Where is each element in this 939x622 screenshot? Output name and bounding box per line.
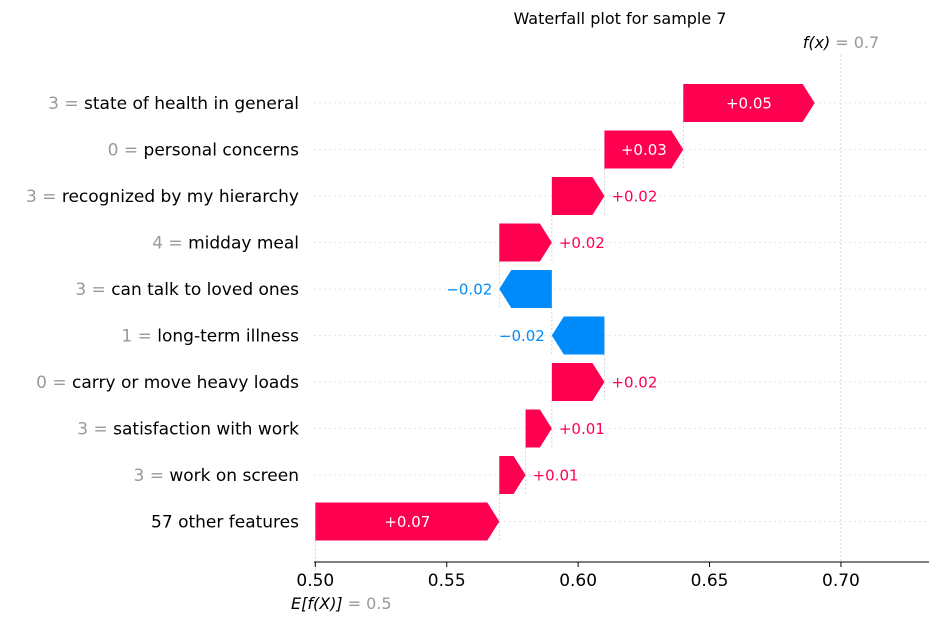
feature-name: personal concerns xyxy=(144,141,300,161)
positive-bar xyxy=(499,456,526,494)
base-value-label: E[f(X)] = 0.5 xyxy=(291,594,392,613)
bar-value-label: −0.02 xyxy=(499,327,545,345)
feature-label: 0 = personal concerns xyxy=(108,141,299,161)
feature-name: carry or move heavy loads xyxy=(72,373,299,393)
feature-label: 3 = state of health in general xyxy=(48,94,299,114)
feature-value: 3 = xyxy=(133,466,169,486)
efx-symbol: E[f(X)] xyxy=(291,594,343,613)
x-tick-label: 0.65 xyxy=(691,571,729,591)
positive-bar xyxy=(683,84,815,122)
feature-label: 3 = satisfaction with work xyxy=(77,420,299,440)
feature-value: 4 = xyxy=(152,234,188,254)
positive-bar xyxy=(604,130,684,169)
feature-label: 0 = carry or move heavy loads xyxy=(36,373,299,393)
negative-bar xyxy=(551,316,605,355)
x-tick-label: 0.55 xyxy=(428,571,466,591)
feature-name: satisfaction with work xyxy=(113,420,299,440)
feature-name: state of health in general xyxy=(84,94,299,114)
positive-bar xyxy=(551,363,605,401)
positive-bar xyxy=(499,223,552,262)
feature-name: midday meal xyxy=(188,234,299,254)
bar-value-label: +0.07 xyxy=(384,513,430,531)
feature-name: work on screen xyxy=(169,466,299,486)
bars: +0.05 +0.03 +0.02 +0.02 −0.02 −0.02 +0.02 +0.01… xyxy=(315,84,815,541)
bar-value-label: +0.05 xyxy=(726,95,772,113)
fx-label: f(x) = 0.7 xyxy=(803,33,880,52)
feature-label: 3 = can talk to loved ones xyxy=(75,280,299,300)
feature-value: 3 = xyxy=(77,420,113,440)
feature-value: 3 = xyxy=(26,187,62,207)
positive-bar xyxy=(551,177,605,215)
x-tick-label: 0.70 xyxy=(822,571,860,591)
x-tick-label: 0.50 xyxy=(296,571,334,591)
positive-bar xyxy=(525,409,552,448)
efx-label: E[f(X)] = 0.5 xyxy=(291,594,392,613)
feature-name: 57 other features xyxy=(151,513,299,533)
feature-label: 3 = recognized by my hierarchy xyxy=(26,187,299,207)
connector-lines xyxy=(314,55,842,588)
feature-label: 57 other features xyxy=(151,513,299,533)
fx-symbol: f(x) xyxy=(803,33,831,52)
bar-value-label: +0.02 xyxy=(611,188,657,206)
feature-name: can talk to loved ones xyxy=(111,280,299,300)
bar-value-label: +0.01 xyxy=(533,467,579,485)
efx-value: = 0.5 xyxy=(348,594,392,613)
chart-title: Waterfall plot for sample 7 xyxy=(514,9,727,28)
feature-value: 0 = xyxy=(36,373,72,393)
positive-bar xyxy=(315,502,500,541)
x-tick-label: 0.60 xyxy=(559,571,597,591)
feature-value: 1 = xyxy=(121,327,157,347)
feature-value: 3 = xyxy=(75,280,111,300)
fx-value: = 0.7 xyxy=(835,33,879,52)
bar-value-label: +0.02 xyxy=(559,234,605,252)
feature-name: recognized by my hierarchy xyxy=(62,187,299,207)
bar-value-label: +0.03 xyxy=(621,141,667,159)
feature-value: 0 = xyxy=(108,141,144,161)
bar-value-label: −0.02 xyxy=(446,281,492,299)
bar-value-label: +0.01 xyxy=(559,420,605,438)
feature-labels: 3 = state of health in general 0 = person… xyxy=(26,94,299,533)
feature-label: 4 = midday meal xyxy=(152,234,299,254)
feature-label: 3 = work on screen xyxy=(133,466,299,486)
negative-bar xyxy=(499,270,552,308)
bar-value-label: +0.02 xyxy=(611,374,657,392)
output-value-label: f(x) = 0.7 xyxy=(803,33,880,52)
feature-name: long-term illness xyxy=(157,327,299,347)
feature-label: 1 = long-term illness xyxy=(121,327,299,347)
feature-value: 3 = xyxy=(48,94,84,114)
x-axis-ticks: 0.50 0.55 0.60 0.65 0.70 xyxy=(296,562,860,591)
